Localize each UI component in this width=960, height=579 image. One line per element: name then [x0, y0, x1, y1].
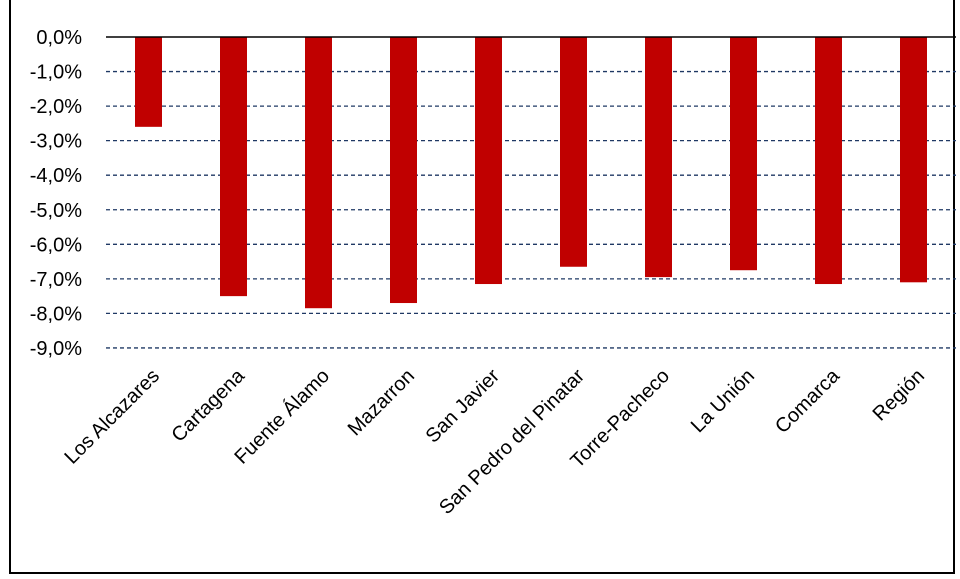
bar [135, 37, 162, 127]
bars [135, 37, 927, 309]
x-category-label: Cartagena [167, 364, 249, 446]
bar [900, 37, 927, 283]
bar [305, 37, 332, 309]
y-tick-label: 0,0% [36, 27, 82, 49]
y-tick-label: -7,0% [30, 269, 82, 291]
bar [560, 37, 587, 267]
bar [815, 37, 842, 285]
x-category-label: San Pedro del Pinatar [435, 365, 589, 519]
gridlines [106, 70, 956, 349]
x-category-label: Región [869, 365, 929, 425]
y-tick-label: -2,0% [30, 96, 82, 118]
bar [730, 37, 757, 271]
y-tick-label: -8,0% [30, 303, 82, 325]
x-category-label: La Unión [687, 365, 759, 437]
bar [390, 37, 417, 304]
y-tick-label: -3,0% [30, 131, 82, 153]
x-category-label: Comarca [771, 364, 845, 438]
y-axis-ticks: 0,0% -1,0% -2,0% -3,0% -4,0% -5,0% -6,0% -7,0% -… [30, 27, 82, 360]
y-tick-label: -9,0% [30, 338, 82, 360]
y-tick-label: -5,0% [30, 200, 82, 222]
x-category-label: Mazarron [344, 365, 419, 440]
bar [475, 37, 502, 285]
bar [645, 37, 672, 278]
y-tick-label: -6,0% [30, 234, 82, 256]
x-category-label: San Javier [422, 365, 505, 448]
y-tick-label: -1,0% [30, 62, 82, 84]
bar [220, 37, 247, 297]
y-tick-label: -4,0% [30, 165, 82, 187]
x-category-label: Los Alcazares [60, 365, 164, 469]
